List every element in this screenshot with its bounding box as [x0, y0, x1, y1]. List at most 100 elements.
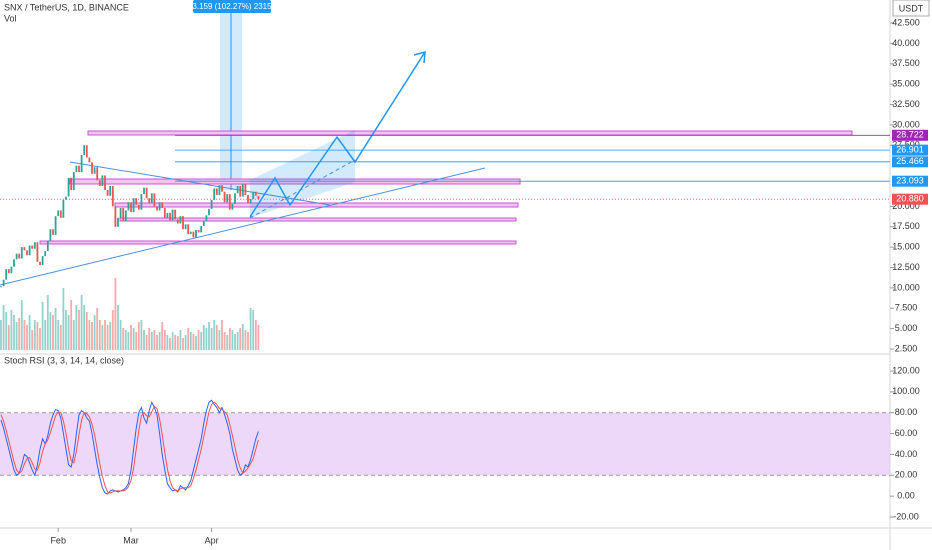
candle — [122, 208, 125, 222]
volume-bar — [111, 310, 114, 350]
candle — [18, 253, 21, 259]
x-tick-label: Mar — [123, 535, 139, 545]
candle — [88, 157, 91, 163]
price-label: 20.880 — [896, 194, 924, 204]
price-label: 28.722 — [896, 130, 924, 140]
volume-bar — [122, 328, 125, 350]
y-tick-label: 15.000 — [892, 242, 920, 252]
volume-bar — [41, 302, 44, 350]
rsi-line — [0, 401, 259, 494]
volume-bar — [80, 295, 83, 350]
projection-path — [249, 51, 426, 218]
candle — [158, 202, 161, 211]
candle — [244, 183, 247, 195]
volume-bar — [28, 315, 31, 350]
candle — [241, 183, 244, 197]
volume-bar — [236, 332, 239, 350]
volume-bar — [33, 320, 36, 350]
volume-bar — [26, 325, 28, 350]
candle — [195, 230, 197, 238]
volume-bar — [231, 330, 234, 350]
candle — [148, 198, 151, 204]
price-label: 23.093 — [896, 176, 924, 186]
candle — [239, 186, 242, 197]
volume-bar — [145, 335, 148, 350]
volume-bar — [18, 318, 21, 350]
volume-bar — [85, 312, 88, 350]
volume-bar — [67, 315, 70, 350]
candle — [124, 210, 127, 222]
volume-bar — [5, 312, 8, 350]
volume-bar — [101, 325, 104, 350]
candle — [2, 279, 5, 287]
volume-bar — [223, 332, 226, 350]
candle — [72, 172, 75, 191]
y-tick-label: 32.500 — [892, 99, 920, 109]
candle — [67, 177, 70, 197]
candle — [184, 224, 187, 230]
y-tick-label: 20.000 — [892, 201, 920, 211]
measure-label: 23.159 (102.27%) 23159 — [188, 2, 277, 11]
volume-bar — [148, 328, 151, 350]
volume-bar — [83, 305, 86, 350]
candle — [213, 188, 216, 200]
y-tick-label: 80.00 — [895, 407, 918, 417]
chart-title: SNX / TetherUS, 1D, BINANCE — [4, 2, 129, 12]
candle — [75, 165, 78, 173]
volume-bar — [75, 305, 78, 350]
candle — [197, 230, 200, 233]
zone — [119, 217, 517, 222]
volume-bar — [161, 322, 164, 350]
candle — [226, 194, 229, 203]
volume-bar — [166, 335, 169, 350]
channel — [250, 130, 355, 218]
candle — [179, 216, 182, 224]
volume-bar — [247, 332, 249, 350]
volume-bar — [202, 325, 205, 350]
candle — [23, 247, 26, 251]
volume-bar — [20, 300, 23, 350]
volume-bar — [93, 315, 96, 350]
candle — [189, 231, 192, 235]
candle — [54, 216, 57, 235]
candle — [161, 202, 164, 209]
candle — [236, 186, 239, 194]
y-tick-label: 40.00 — [895, 449, 918, 459]
currency: USDT — [899, 3, 924, 13]
y-tick-label: 42.500 — [892, 17, 920, 27]
candle — [254, 191, 257, 196]
volume-bar — [7, 325, 10, 350]
candle — [83, 145, 86, 156]
candle — [96, 167, 99, 181]
volume-bar — [182, 338, 184, 350]
volume-bar — [197, 330, 200, 350]
volume-bar — [124, 330, 127, 350]
y-tick-label: 17.500 — [892, 221, 920, 231]
volume-bar — [218, 330, 221, 350]
y-tick-label: 35.000 — [892, 79, 920, 89]
volume-bar — [2, 305, 5, 350]
volume-bar — [249, 308, 252, 350]
candle — [0, 286, 2, 288]
volume-bar — [241, 324, 244, 350]
candle — [135, 198, 138, 205]
candle — [187, 224, 190, 235]
candle — [98, 180, 101, 186]
volume-bar — [62, 288, 65, 350]
volume-bar — [169, 338, 171, 350]
y-tick-label: 0.00 — [897, 491, 915, 501]
candle — [109, 186, 112, 196]
volume-bar — [192, 334, 195, 350]
volume-bar — [23, 320, 26, 350]
volume-bar — [171, 332, 174, 350]
volume-bar — [78, 310, 80, 350]
y-tick-label: 20.00 — [895, 470, 918, 480]
candle — [114, 206, 117, 227]
y-tick-label: 30.000 — [892, 119, 920, 129]
volume-bar — [174, 335, 177, 350]
candle — [39, 261, 41, 266]
candle — [106, 190, 109, 196]
candle — [70, 177, 73, 191]
candle — [228, 194, 231, 210]
candle — [153, 193, 156, 207]
